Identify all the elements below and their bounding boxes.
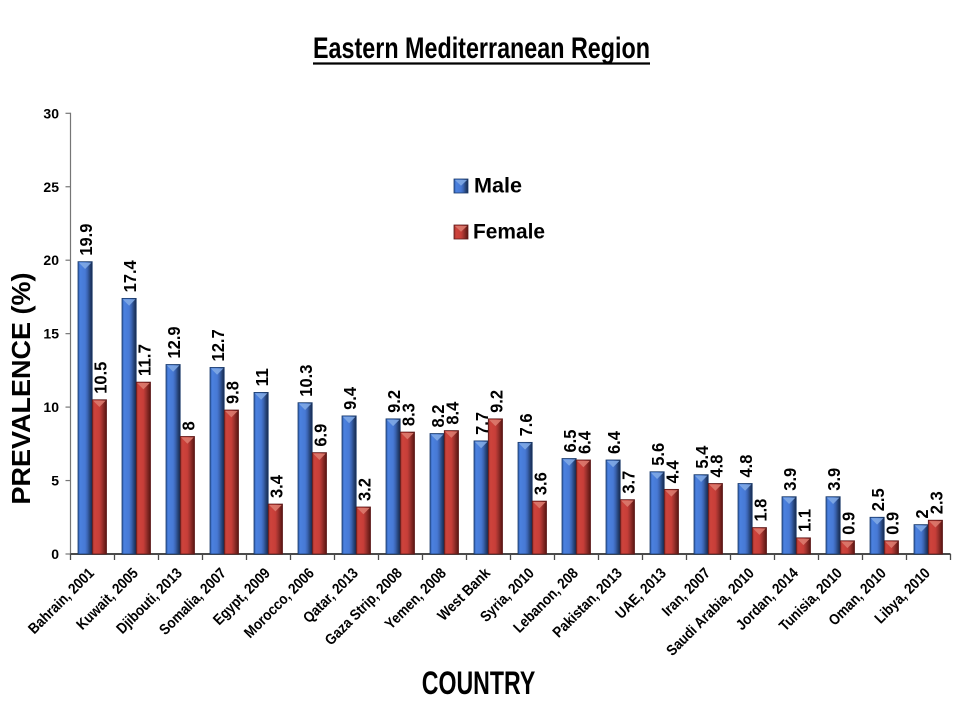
svg-text:12.9: 12.9 (164, 326, 184, 358)
svg-text:11: 11 (252, 368, 272, 387)
svg-text:6.4: 6.4 (574, 431, 594, 454)
svg-text:19.9: 19.9 (76, 223, 96, 255)
svg-text:5: 5 (51, 473, 59, 489)
svg-text:6.5: 6.5 (560, 429, 580, 452)
svg-text:2.5: 2.5 (868, 488, 888, 511)
svg-text:20: 20 (43, 252, 59, 268)
svg-text:2.3: 2.3 (926, 491, 946, 514)
svg-text:Eastern Mediterranean Region: Eastern Mediterranean Region (313, 32, 650, 65)
svg-text:12.7: 12.7 (208, 329, 228, 361)
svg-text:PREVALENCE (%): PREVALENCE (%) (6, 273, 36, 505)
svg-text:10: 10 (43, 399, 59, 415)
svg-text:30: 30 (43, 105, 59, 121)
svg-text:9.4: 9.4 (340, 387, 360, 410)
svg-text:Male: Male (474, 175, 522, 198)
svg-text:7.6: 7.6 (516, 413, 536, 436)
svg-text:4.4: 4.4 (662, 460, 682, 483)
svg-text:6.9: 6.9 (310, 423, 330, 446)
svg-text:6.4: 6.4 (604, 431, 624, 454)
svg-text:10.3: 10.3 (296, 364, 316, 396)
svg-text:0.9: 0.9 (838, 512, 858, 535)
svg-text:3.9: 3.9 (824, 468, 844, 491)
svg-text:8.3: 8.3 (398, 403, 418, 426)
svg-text:9.8: 9.8 (222, 381, 242, 404)
svg-text:Female: Female (473, 221, 545, 244)
svg-text:11.7: 11.7 (134, 344, 154, 376)
svg-text:3.9: 3.9 (780, 468, 800, 491)
svg-text:4.8: 4.8 (706, 454, 726, 477)
svg-text:9.2: 9.2 (384, 390, 404, 413)
svg-text:COUNTRY: COUNTRY (422, 665, 536, 701)
svg-text:8: 8 (178, 421, 198, 430)
svg-text:25: 25 (43, 179, 59, 195)
svg-text:0.9: 0.9 (882, 512, 902, 535)
svg-text:8.4: 8.4 (442, 401, 462, 424)
svg-text:5.4: 5.4 (692, 446, 712, 469)
svg-text:3.2: 3.2 (354, 478, 374, 501)
svg-text:9.2: 9.2 (486, 390, 506, 413)
svg-text:4.8: 4.8 (736, 454, 756, 477)
svg-text:3.4: 3.4 (266, 475, 286, 498)
svg-text:5.6: 5.6 (648, 443, 668, 466)
svg-text:0: 0 (51, 546, 59, 562)
svg-text:1.1: 1.1 (794, 509, 814, 532)
svg-text:8.2: 8.2 (428, 404, 448, 427)
svg-text:3.6: 3.6 (530, 472, 550, 495)
svg-text:15: 15 (43, 326, 59, 342)
svg-text:10.5: 10.5 (90, 361, 110, 393)
svg-text:1.8: 1.8 (750, 498, 770, 521)
svg-text:2: 2 (912, 509, 932, 518)
svg-text:17.4: 17.4 (120, 260, 140, 292)
svg-text:3.7: 3.7 (618, 471, 638, 494)
svg-text:7.7: 7.7 (472, 412, 492, 435)
